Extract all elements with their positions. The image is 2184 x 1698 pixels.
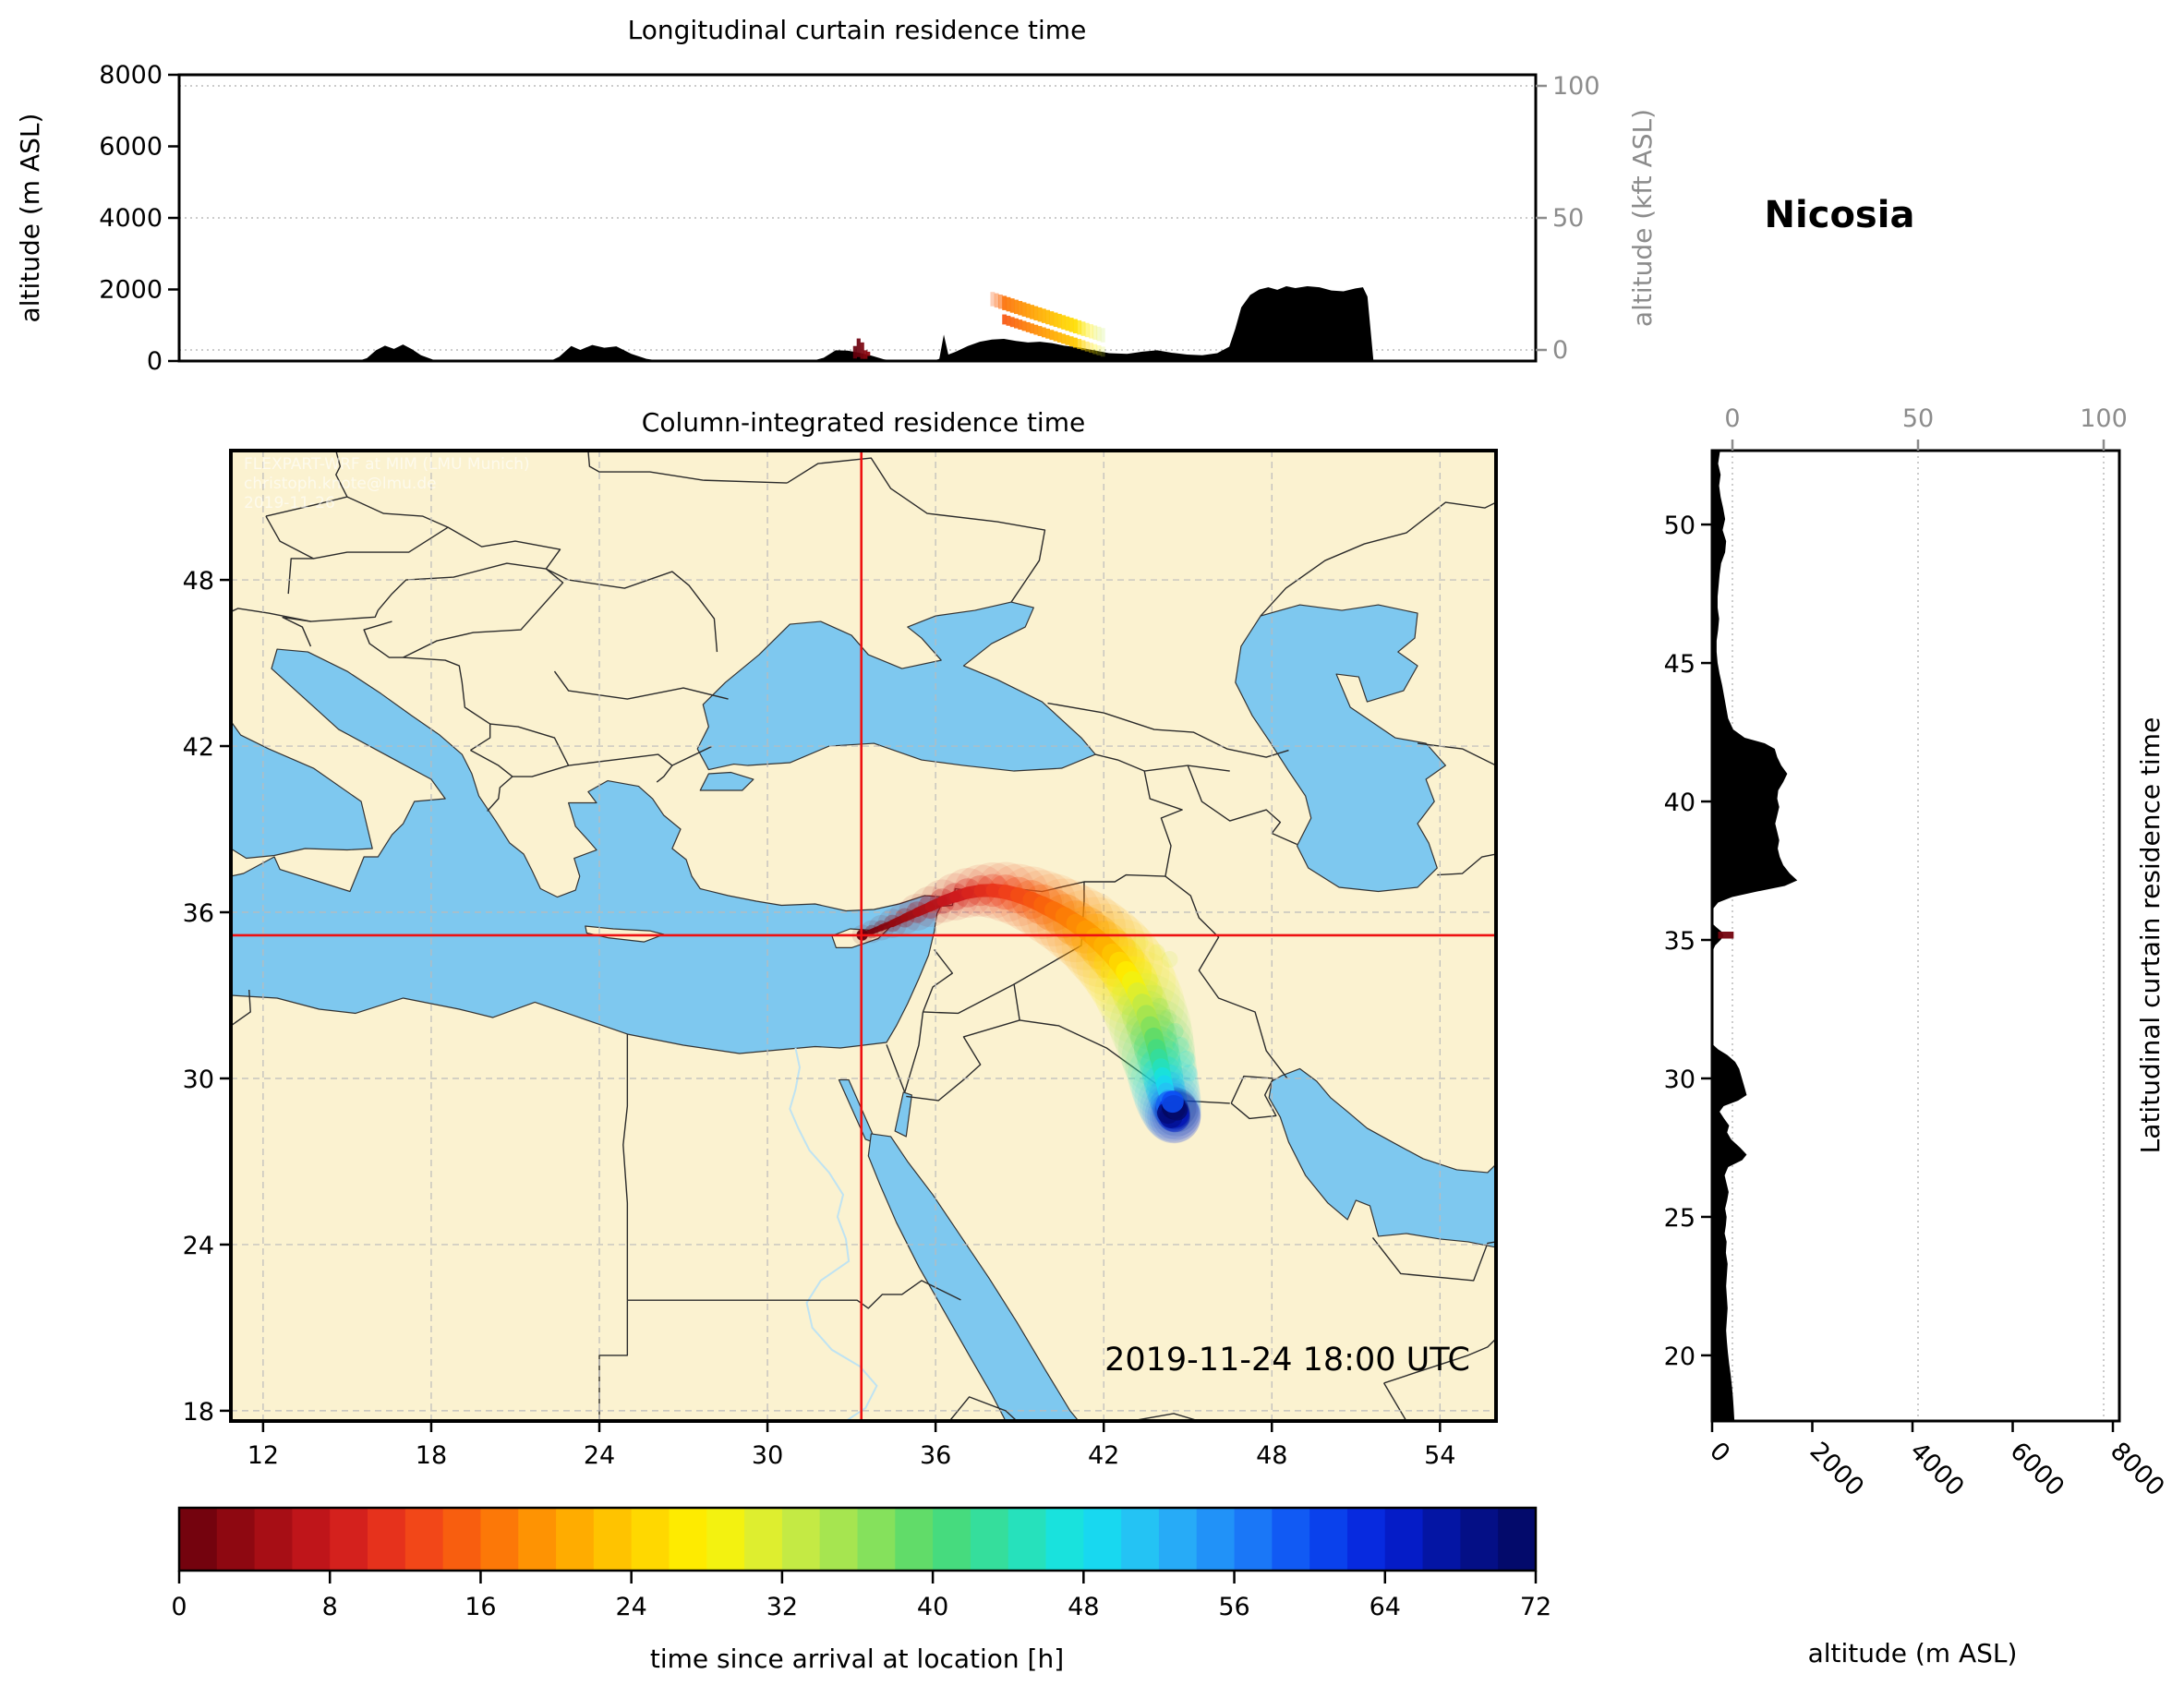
svg-text:2000: 2000 (1804, 1437, 1870, 1502)
svg-text:0: 0 (1552, 336, 1568, 365)
watermark-line-1: FLEXPART-WRF at MIM (LMU Munich) (244, 455, 530, 474)
svg-text:6000: 6000 (99, 133, 163, 162)
svg-text:8000: 8000 (99, 61, 163, 90)
svg-text:40: 40 (1664, 789, 1695, 817)
svg-text:42: 42 (1088, 1441, 1119, 1470)
svg-text:45: 45 (1664, 650, 1695, 679)
map-panel: 12 18 24 30 36 42 48 54 18 24 30 36 42 48 (183, 449, 1498, 1470)
svg-text:48: 48 (183, 567, 214, 596)
svg-text:18: 18 (416, 1441, 447, 1470)
svg-text:42: 42 (183, 733, 214, 762)
colorbar: 0 8 16 24 32 40 48 56 64 72 (171, 1506, 1551, 1621)
svg-text:72: 72 (1520, 1593, 1551, 1621)
svg-text:36: 36 (920, 1441, 951, 1470)
longitudinal-curtain-panel: 0 2000 4000 6000 8000 0 50 100 (99, 61, 1599, 376)
svg-text:50: 50 (1664, 512, 1695, 540)
map-timestamp: 2019-11-24 18:00 UTC (1104, 1342, 1470, 1379)
watermark-line-2: christoph.knote@lmu.de (244, 475, 437, 493)
svg-text:24: 24 (615, 1593, 646, 1621)
watermark-line-3: 2019-11-26 (244, 494, 335, 512)
svg-text:20: 20 (1664, 1343, 1695, 1371)
svg-text:56: 56 (1218, 1593, 1249, 1621)
svg-text:50: 50 (1552, 204, 1584, 233)
svg-text:100: 100 (1552, 72, 1600, 101)
svg-text:8000: 8000 (2105, 1437, 2170, 1502)
latitudinal-curtain-panel: 0 50 100 20 25 30 35 40 45 50 0 2000 4000 6000 8000 (1664, 404, 2170, 1502)
svg-text:24: 24 (183, 1232, 214, 1260)
svg-text:0: 0 (147, 347, 163, 376)
svg-text:8: 8 (322, 1593, 338, 1621)
svg-text:6000: 6000 (2005, 1437, 2070, 1502)
right-panel-title: Latitudinal curtain residence time (2135, 717, 2166, 1154)
svg-text:64: 64 (1370, 1593, 1401, 1621)
svg-text:48: 48 (1068, 1593, 1099, 1621)
svg-text:35: 35 (1664, 927, 1695, 956)
svg-text:4000: 4000 (99, 204, 163, 233)
svg-text:54: 54 (1424, 1441, 1455, 1470)
svg-text:16: 16 (465, 1593, 496, 1621)
svg-text:100: 100 (2080, 404, 2128, 433)
top-panel-title: Longitudinal curtain residence time (628, 15, 1087, 45)
svg-text:40: 40 (917, 1593, 948, 1621)
svg-text:0: 0 (1724, 404, 1740, 433)
svg-text:18: 18 (183, 1398, 214, 1427)
svg-text:4000: 4000 (1904, 1437, 1970, 1502)
svg-text:30: 30 (183, 1066, 214, 1094)
right-bottom-axis-label: altitude (m ASL) (1808, 1638, 2018, 1668)
svg-text:0: 0 (1704, 1437, 1735, 1468)
colorbar-label: time since arrival at location [h] (650, 1644, 1064, 1674)
svg-text:24: 24 (584, 1441, 615, 1470)
map-title: Column-integrated residence time (642, 407, 1085, 438)
svg-text:12: 12 (247, 1441, 279, 1470)
station-title: Nicosia (1765, 194, 1915, 236)
svg-text:2000: 2000 (99, 276, 163, 305)
top-right-axis-label: altitude (kft ASL) (1627, 109, 1658, 327)
svg-text:50: 50 (1902, 404, 1934, 433)
svg-text:32: 32 (766, 1593, 798, 1621)
svg-text:25: 25 (1664, 1204, 1695, 1233)
svg-text:0: 0 (171, 1593, 187, 1621)
svg-text:30: 30 (752, 1441, 783, 1470)
svg-text:48: 48 (1256, 1441, 1287, 1470)
svg-text:30: 30 (1664, 1066, 1695, 1094)
top-left-axis-label: altitude (m ASL) (15, 114, 45, 323)
svg-text:36: 36 (183, 899, 214, 928)
